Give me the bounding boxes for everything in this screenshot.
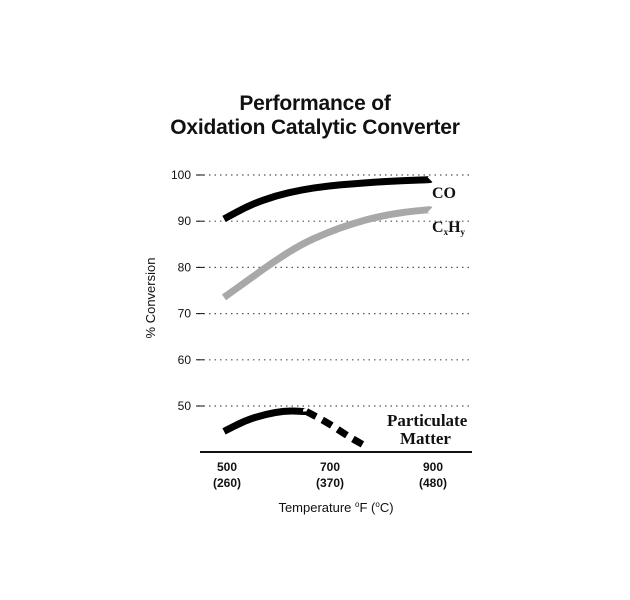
x-axis-title-suffix: C) xyxy=(380,500,394,515)
x-axis-title-prefix: Temperature xyxy=(278,500,355,515)
series-label-co: CO xyxy=(432,185,456,202)
x-tick-label-700: 700 xyxy=(320,460,340,474)
chart-title-line-2: Oxidation Catalytic Converter xyxy=(170,116,460,139)
x-tick-label-900: 900 xyxy=(423,460,443,474)
series-line-cxhy xyxy=(221,206,434,301)
series-line-particulate-dashed xyxy=(304,408,370,451)
y-tick-label-70: 70 xyxy=(178,307,192,321)
x-axis-title-degree-c: o xyxy=(375,500,380,509)
series-line-particulate-solid xyxy=(222,407,310,435)
x-tick-layer: 500 (260) 700 (370) 900 (480) xyxy=(213,460,447,490)
x-tick-sublabel-900: (480) xyxy=(419,476,447,490)
x-axis-title-mid: F ( xyxy=(359,500,376,515)
y-tick-label-90: 90 xyxy=(178,214,192,228)
y-tick-label-50: 50 xyxy=(178,399,192,413)
y-tick-label-60: 60 xyxy=(178,353,192,367)
y-tick-label-80: 80 xyxy=(178,260,192,274)
series-label-matter: Matter xyxy=(400,429,451,448)
series-label-particulate: Particulate xyxy=(387,411,468,430)
series-layer xyxy=(221,176,434,451)
series-line-co xyxy=(222,176,433,222)
x-tick-sublabel-500: (260) xyxy=(213,476,241,490)
x-axis-title: Temperature oF (oC) xyxy=(278,500,393,515)
x-tick-label-500: 500 xyxy=(217,460,237,474)
x-axis-title-degree-f: o xyxy=(355,500,360,509)
y-axis-title: % Conversion xyxy=(143,258,158,339)
y-tick-label-100: 100 xyxy=(171,168,191,182)
y-tick-layer: 100 90 80 70 60 50 xyxy=(171,168,204,413)
chart-title-line-1: Performance of xyxy=(239,92,391,115)
x-tick-sublabel-700: (370) xyxy=(316,476,344,490)
series-label-cxhy: CxHy xyxy=(432,219,466,237)
